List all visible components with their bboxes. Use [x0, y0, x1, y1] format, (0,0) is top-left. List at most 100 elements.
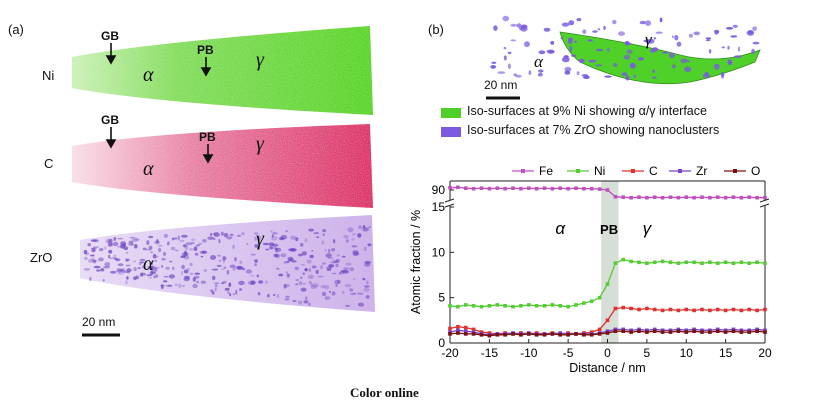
chart-annotation: PB	[600, 222, 618, 237]
composition-profile-chart: -20 -15 -10 -5 0 5 10 15 20 0 5 10 15 90 Distance / nm…	[409, 164, 772, 375]
data-point	[479, 186, 484, 190]
data-point	[519, 186, 523, 191]
y-tick-label: 15	[432, 200, 446, 214]
data-point	[676, 261, 681, 265]
zro-cone	[80, 215, 375, 312]
data-point	[566, 186, 570, 191]
data-point	[692, 329, 696, 333]
data-point	[519, 304, 523, 308]
data-point	[700, 195, 704, 199]
data-point	[527, 332, 531, 336]
data-point	[645, 330, 649, 334]
data-point	[692, 195, 696, 200]
pb-shaded-region	[601, 181, 619, 343]
data-point	[684, 307, 688, 312]
data-point	[739, 328, 744, 333]
data-point	[456, 324, 460, 329]
data-point	[715, 307, 720, 312]
data-point	[652, 260, 657, 265]
phase-alpha-c: α	[143, 158, 154, 180]
data-point	[456, 328, 460, 333]
data-point	[534, 333, 539, 337]
data-point	[495, 186, 500, 190]
data-point	[668, 328, 673, 333]
data-point	[637, 307, 641, 312]
data-point	[660, 195, 665, 200]
y-tick-label: 5	[438, 291, 445, 305]
data-point	[652, 329, 657, 333]
data-point	[550, 303, 555, 307]
data-point	[511, 332, 515, 336]
data-point	[558, 186, 562, 190]
data-point	[613, 195, 618, 199]
data-point	[755, 195, 759, 200]
data-point	[613, 329, 618, 333]
data-point	[692, 260, 696, 265]
data-point	[723, 328, 728, 333]
legend-swatch-ni	[441, 108, 461, 118]
data-point	[448, 304, 452, 308]
data-point	[487, 186, 492, 191]
data-point	[456, 185, 460, 190]
iso-phase-alpha: α	[534, 52, 543, 71]
data-point	[747, 307, 751, 312]
data-point	[676, 195, 681, 200]
y-tick-label: 90	[432, 183, 446, 197]
data-point	[503, 186, 507, 191]
phase-gamma-zro: γ	[256, 228, 264, 250]
data-point	[621, 257, 625, 262]
data-point	[747, 261, 751, 265]
data-point	[652, 307, 657, 312]
data-point	[527, 186, 531, 190]
data-point	[763, 328, 767, 333]
data-point	[589, 333, 594, 337]
panel-a-scale-label: 20 nm	[82, 315, 116, 329]
x-tick-label: 0	[604, 346, 611, 360]
data-point	[448, 326, 452, 331]
data-point	[456, 331, 460, 335]
data-point	[621, 329, 625, 333]
data-point	[684, 328, 688, 333]
data-point	[739, 308, 744, 313]
data-point	[605, 331, 610, 335]
data-point	[511, 304, 515, 309]
data-point	[582, 186, 586, 191]
data-point	[464, 325, 468, 330]
legend-entry: O	[751, 164, 760, 178]
y-axis-label: Atomic fraction / %	[409, 210, 423, 314]
data-point	[542, 304, 547, 308]
data-point	[479, 333, 484, 337]
data-point	[471, 327, 476, 332]
data-point	[534, 304, 539, 308]
data-point	[629, 259, 633, 264]
data-point	[448, 185, 452, 190]
data-point	[747, 328, 751, 333]
data-point	[684, 260, 688, 265]
legend-entry: Ni	[594, 164, 605, 178]
legend-entry: Fe	[539, 164, 553, 178]
iso-phase-gamma: γ	[645, 30, 652, 49]
row-label-zro: ZrO	[30, 250, 53, 265]
data-point	[645, 328, 649, 333]
data-point	[763, 330, 767, 334]
data-point	[692, 308, 696, 313]
data-point	[763, 195, 767, 200]
x-tick-label: 10	[680, 346, 694, 360]
data-point	[597, 327, 602, 332]
data-point	[739, 195, 744, 200]
x-tick-label: -5	[563, 346, 574, 360]
data-point	[700, 328, 704, 333]
data-point	[715, 329, 720, 333]
x-tick-label: 15	[719, 346, 733, 360]
data-point	[527, 303, 531, 307]
data-point	[684, 330, 688, 334]
data-point	[715, 195, 720, 199]
data-point	[574, 332, 578, 336]
data-point	[755, 308, 759, 313]
data-point	[589, 299, 594, 304]
data-point	[629, 306, 633, 311]
data-point	[723, 330, 728, 334]
data-point	[660, 308, 665, 313]
data-point	[645, 195, 649, 200]
panel-b-scale-label: 20 nm	[484, 78, 518, 92]
